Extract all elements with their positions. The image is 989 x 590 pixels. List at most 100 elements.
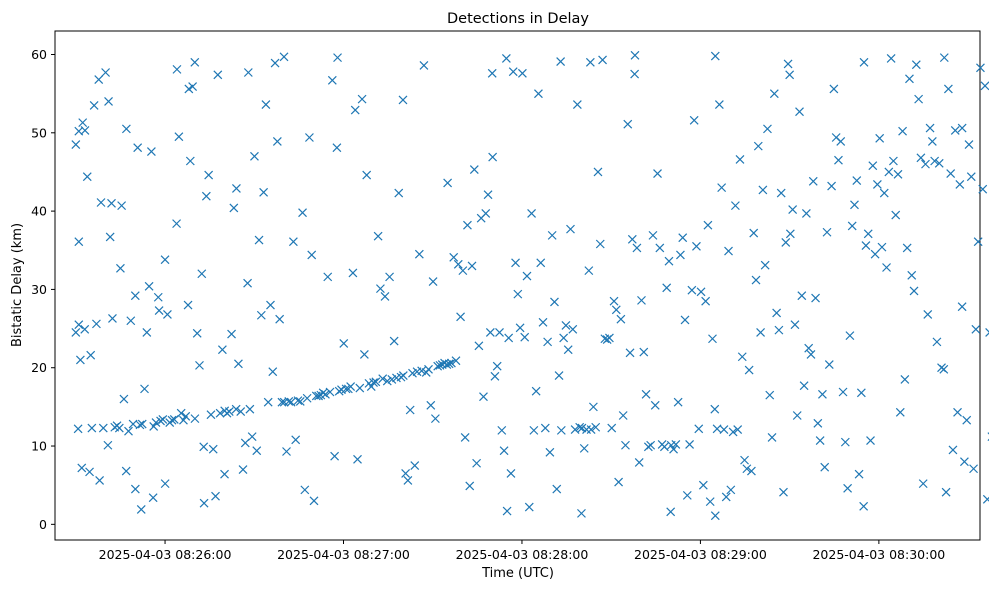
data-point [339,339,349,348]
data-point [811,293,820,303]
data-point [293,396,303,406]
data-point [536,258,546,268]
data-point [618,411,628,420]
data-point [183,300,193,310]
data-point [398,95,408,105]
data-point [103,440,113,450]
data-point [893,169,903,179]
data-point [982,494,989,504]
data-point [916,153,926,163]
data-point [907,270,917,280]
data-point [96,198,106,207]
data-point [678,233,688,243]
data-point [460,432,470,442]
data-point [932,337,942,347]
data-point [410,461,420,471]
data-point [753,141,763,151]
y-axis-label: Bistatic Delay (km) [10,223,25,347]
data-point [201,191,211,201]
data-point [957,123,967,133]
data-point [760,260,770,270]
data-point [428,277,438,287]
data-point [705,497,715,507]
data-point [121,124,131,134]
data-point [179,415,188,425]
data-point [172,219,182,229]
data-point [333,53,342,63]
data-point [238,465,248,474]
data-point [495,328,504,337]
data-point [925,123,935,133]
data-point [822,227,832,237]
data-point [927,136,937,146]
data-point [792,411,802,420]
data-point [680,315,690,325]
data-point [232,183,241,193]
data-point [964,140,974,149]
data-point [117,201,127,211]
data-point [137,419,147,429]
data-point [586,425,596,435]
data-point [980,81,989,91]
data-point [224,407,234,416]
data-point [279,52,289,62]
data-point [646,440,656,450]
data-point [385,272,395,282]
data-point [142,328,152,337]
data-point [424,364,433,374]
data-point [213,70,223,80]
data-point [286,397,296,407]
data-point [948,445,958,455]
data-point [829,84,839,94]
data-point [563,345,573,355]
data-point [946,169,956,178]
data-point [217,345,227,355]
data-point [659,442,669,452]
x-tick-label: 2025-04-03 08:26:00 [99,547,232,562]
data-point [75,355,85,365]
data-point [637,295,646,305]
data-point [859,501,869,511]
data-point [121,466,131,476]
data-point [266,300,275,310]
data-point [756,328,766,337]
data-point [877,242,887,252]
data-point [689,115,699,125]
data-point [467,261,477,271]
data-point [243,278,253,288]
data-point [479,392,488,402]
data-point [82,172,92,182]
data-point [790,320,800,330]
data-point [250,151,259,161]
data-point [682,490,692,500]
data-point [190,414,200,424]
data-point [641,389,651,399]
data-point [474,341,484,351]
x-tick-label: 2025-04-03 08:27:00 [277,547,410,562]
data-point [662,283,672,293]
y-tick-label: 20 [31,360,47,375]
data-points [71,50,989,521]
data-point [813,418,823,428]
data-point [136,505,146,514]
data-point [456,312,465,322]
data-point [703,220,713,230]
data-point [116,263,125,273]
data-point [291,435,301,445]
data-point [463,220,472,230]
data-point [124,426,133,436]
data-point [511,258,520,268]
data-point [898,126,908,136]
data-point [923,310,933,319]
data-point [215,408,225,418]
data-point [524,502,534,512]
data-point [414,249,424,259]
data-point [767,432,777,442]
data-point [77,463,87,473]
data-point [673,397,683,407]
data-point [357,94,367,104]
y-tick-label: 40 [31,204,47,219]
data-point [939,364,949,374]
data-point [98,423,108,433]
data-point [174,132,184,142]
